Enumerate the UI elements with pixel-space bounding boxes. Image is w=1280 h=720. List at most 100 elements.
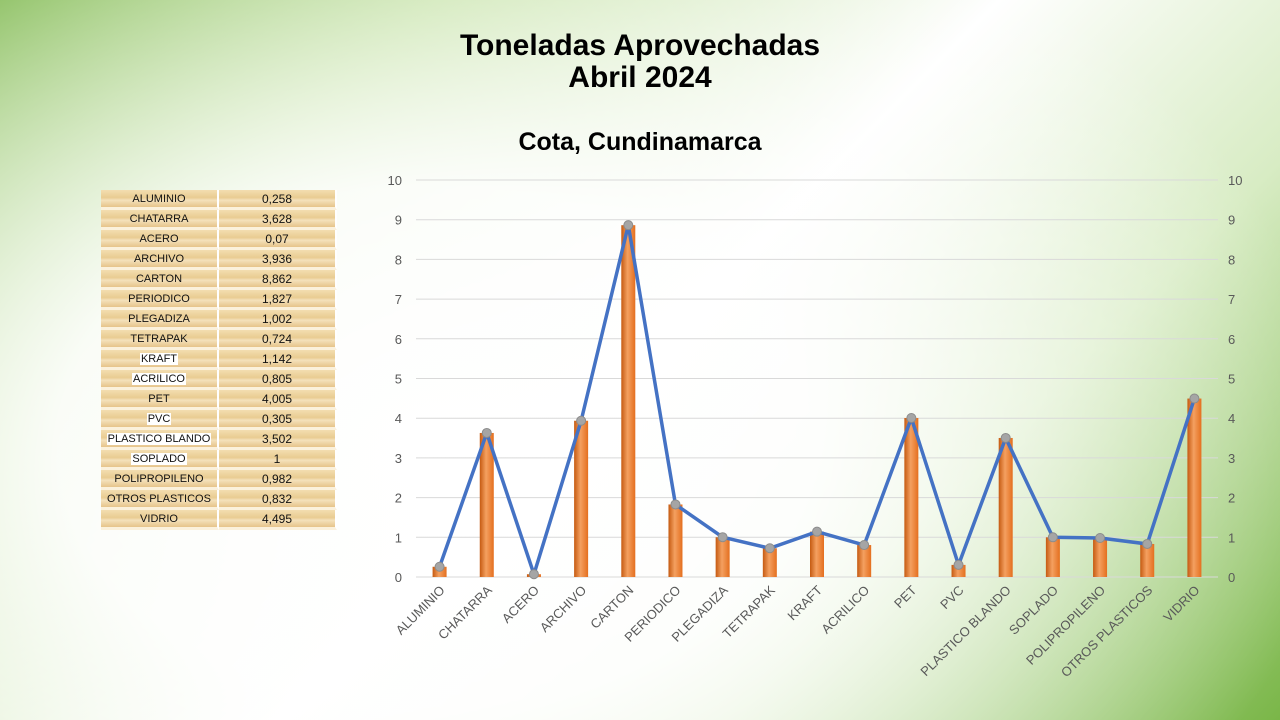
material-label: PLEGADIZA xyxy=(128,312,190,325)
x-tick-label: PET xyxy=(891,582,920,611)
y2-tick-label: 8 xyxy=(1228,252,1235,267)
materials-table: ALUMINIO 0,258 CHATARRA 3,628 ACERO 0,07 ARCHI… xyxy=(101,190,337,530)
bar xyxy=(574,420,589,577)
y2-tick-label: 10 xyxy=(1228,173,1242,188)
line-point xyxy=(953,559,964,570)
bar xyxy=(715,537,730,577)
x-tick-label: OTROS PLASTICOS xyxy=(1058,582,1156,680)
table-cell-material: PERIODICO xyxy=(101,290,219,310)
y-tick-label: 1 xyxy=(395,530,402,545)
table-row: ALUMINIO 0,258 xyxy=(101,190,337,210)
chart-title: Toneladas Aprovechadas Abril 2024 xyxy=(340,30,940,94)
y-tick-label: 6 xyxy=(395,332,402,347)
chart-subtitle: Cota, Cundinamarca xyxy=(518,128,762,156)
table-row: TETRAPAK 0,724 xyxy=(101,330,337,350)
table-cell-material: ARCHIVO xyxy=(101,250,219,270)
table-row: VIDRIO 4,495 xyxy=(101,510,337,530)
material-label: PERIODICO xyxy=(128,292,190,305)
bar xyxy=(479,432,494,577)
material-label: PVC xyxy=(146,412,172,425)
table-cell-material: KRAFT xyxy=(101,350,219,370)
chart-title-line-1: Toneladas Aprovechadas xyxy=(459,29,821,62)
table-cell-value: 8,862 xyxy=(219,270,337,290)
material-label: ALUMINIO xyxy=(132,192,186,205)
x-tick-label: KRAFT xyxy=(784,582,825,623)
material-label: VIDRIO xyxy=(140,512,178,525)
table-row: SOPLADO 1 xyxy=(101,450,337,470)
table-cell-value: 3,936 xyxy=(219,250,337,270)
table-row: PET 4,005 xyxy=(101,390,337,410)
table-cell-value: 0,832 xyxy=(219,490,337,510)
y2-tick-label: 7 xyxy=(1228,292,1235,307)
table-row: ACRILICO 0,805 xyxy=(101,370,337,390)
line-point xyxy=(623,220,634,231)
y2-tick-label: 9 xyxy=(1228,213,1235,228)
material-label: PET xyxy=(148,392,170,405)
table-cell-value: 3,628 xyxy=(219,210,337,230)
table-cell-material: SOPLADO xyxy=(101,450,219,470)
bar xyxy=(810,531,824,577)
bar xyxy=(668,504,683,577)
material-label: SOPLADO xyxy=(131,452,187,465)
table-cell-value: 0,305 xyxy=(219,410,337,430)
line-point xyxy=(1047,532,1058,543)
table-row: POLIPROPILENO 0,982 xyxy=(101,470,337,490)
line-point xyxy=(906,413,917,424)
table-cell-value: 0,07 xyxy=(219,230,337,250)
y2-tick-label: 0 xyxy=(1228,570,1235,585)
table-cell-value: 1 xyxy=(219,450,337,470)
x-tick-label: VIDRIO xyxy=(1160,583,1202,625)
x-tick-label: ARCHIVO xyxy=(537,583,589,635)
table-cell-material: CHATARRA xyxy=(101,210,219,230)
material-label: TETRAPAK xyxy=(130,332,188,345)
x-tick-label: PLASTICO BLANDO xyxy=(917,583,1013,679)
table-cell-material: PLEGADIZA xyxy=(101,310,219,330)
line-point xyxy=(859,540,870,551)
material-label: PLASTICO BLANDO xyxy=(106,432,212,445)
material-label: ACRILICO xyxy=(132,372,186,385)
bar xyxy=(1140,543,1155,577)
bar xyxy=(621,225,636,578)
bar xyxy=(857,545,872,577)
series-line xyxy=(437,223,1197,576)
line-point xyxy=(670,499,681,510)
material-label: OTROS PLASTICOS xyxy=(107,492,211,505)
bar xyxy=(904,418,919,577)
line-point xyxy=(717,532,728,543)
chart-title-line-2: Abril 2024 xyxy=(568,61,712,94)
y2-tick-label: 6 xyxy=(1228,332,1235,347)
table-cell-material: ACERO xyxy=(101,230,219,250)
bar xyxy=(762,548,777,577)
table-cell-material: PET xyxy=(101,390,219,410)
y-tick-label: 10 xyxy=(388,173,402,188)
x-tick-label: PVC xyxy=(937,583,967,613)
table-row: PLEGADIZA 1,002 xyxy=(101,310,337,330)
material-label: CARTON xyxy=(135,272,183,285)
material-label: KRAFT xyxy=(139,352,179,365)
table-cell-material: TETRAPAK xyxy=(101,330,219,350)
bar xyxy=(1187,398,1202,577)
table-cell-value: 1,002 xyxy=(219,310,337,330)
x-tick-label: POLIPROPILENO xyxy=(1023,583,1108,668)
table-cell-material: VIDRIO xyxy=(101,510,219,530)
line-point xyxy=(764,543,775,554)
table-cell-value: 1,827 xyxy=(219,290,337,310)
table-cell-material: PVC xyxy=(101,410,219,430)
table-cell-material: ACRILICO xyxy=(101,370,219,390)
table-row: CARTON 8,862 xyxy=(101,270,337,290)
bar xyxy=(1093,538,1108,577)
bar xyxy=(432,566,447,577)
y2-tick-label: 2 xyxy=(1228,491,1235,506)
table-cell-value: 1,142 xyxy=(219,350,337,370)
x-tick-label: CARTON xyxy=(587,583,636,632)
table-cell-material: ALUMINIO xyxy=(101,190,219,210)
table-cell-material: OTROS PLASTICOS xyxy=(101,490,219,510)
table-cell-material: PLASTICO BLANDO xyxy=(101,430,219,450)
y-tick-label: 8 xyxy=(395,252,402,267)
table-row: ACERO 0,07 xyxy=(101,230,337,250)
table-cell-value: 0,805 xyxy=(219,370,337,390)
line-point xyxy=(1189,393,1200,404)
y2-tick-label: 4 xyxy=(1228,411,1235,426)
table-row: PLASTICO BLANDO 3,502 xyxy=(101,430,337,450)
